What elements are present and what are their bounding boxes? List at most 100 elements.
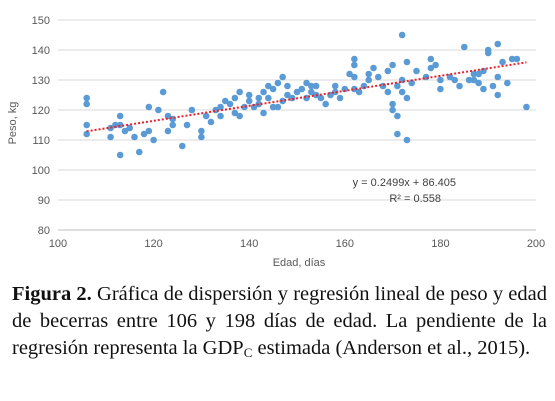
data-point [265, 82, 272, 90]
data-point [183, 121, 191, 129]
data-point [484, 49, 492, 57]
data-point [351, 73, 358, 81]
data-point [398, 31, 406, 39]
data-point [236, 112, 243, 120]
data-point [303, 79, 310, 87]
data-point [217, 112, 224, 120]
data-point [155, 106, 162, 114]
data-point [389, 100, 396, 108]
data-point [398, 88, 406, 96]
data-point [284, 91, 291, 99]
data-point [317, 94, 325, 102]
data-point [250, 103, 258, 111]
y-tick-label: 120 [32, 105, 50, 117]
data-point [140, 130, 148, 138]
data-point [107, 133, 114, 141]
data-point [279, 73, 286, 81]
data-point [298, 85, 306, 93]
data-point [121, 127, 129, 135]
data-point [384, 67, 392, 75]
data-point [255, 100, 263, 108]
data-point [265, 94, 272, 102]
data-point [456, 82, 463, 90]
data-point [494, 73, 502, 81]
data-point [308, 82, 315, 90]
gridlines [58, 19, 536, 231]
data-point [341, 85, 349, 93]
r-squared-label: R² = 0.558 [389, 193, 441, 205]
y-tick-label: 110 [32, 135, 50, 147]
data-point [83, 94, 90, 102]
data-point [427, 64, 435, 72]
figure-caption: Figura 2. Gráfica de dispersión y regres… [12, 281, 547, 362]
caption-label: Figura 2. [12, 283, 92, 305]
data-point [523, 103, 530, 111]
data-point [437, 85, 444, 93]
data-point [355, 88, 363, 96]
caption-text: Gráfica de dispersión y regresión lineal… [12, 283, 547, 359]
data-point [131, 133, 138, 141]
data-point [489, 82, 497, 90]
data-point [403, 58, 411, 66]
data-point [360, 82, 368, 90]
x-tick-label: 120 [144, 238, 162, 250]
data-point [365, 76, 373, 84]
data-point [269, 85, 277, 93]
data-point [164, 127, 172, 135]
data-point [470, 76, 478, 84]
data-point [135, 148, 143, 156]
data-point [470, 70, 478, 78]
data-point [231, 94, 239, 102]
data-point [403, 94, 411, 102]
x-tick-label: 160 [336, 238, 354, 250]
data-point [465, 76, 473, 84]
data-point [389, 106, 396, 114]
data-point [145, 103, 153, 111]
data-point [150, 136, 157, 144]
data-point [260, 88, 267, 96]
data-point [198, 133, 205, 141]
data-point [159, 88, 167, 96]
data-point [394, 82, 401, 90]
data-point [112, 121, 119, 129]
data-point [331, 82, 339, 90]
data-point [480, 85, 487, 93]
data-point [374, 73, 382, 81]
x-tick-label: 100 [49, 238, 67, 250]
data-point [188, 106, 196, 114]
data-point [231, 109, 239, 117]
data-point [513, 55, 521, 63]
x-tick-label: 180 [431, 238, 449, 250]
data-point [222, 97, 229, 105]
data-point [269, 103, 277, 111]
data-point [226, 100, 234, 108]
x-tick-label: 140 [240, 238, 258, 250]
data-point [116, 151, 124, 159]
data-point [351, 55, 358, 63]
y-tick-label: 140 [32, 45, 50, 57]
data-point [274, 79, 282, 87]
data-point [461, 43, 468, 51]
data-point [351, 61, 358, 69]
data-point [394, 112, 401, 120]
data-point [202, 112, 210, 120]
data-point [389, 61, 396, 69]
data-point [403, 136, 411, 144]
scatter-chart: 80 90 100 110 120 130 140 150 100 120 140 160 180 20… [7, 15, 545, 269]
y-tick-label: 100 [32, 165, 50, 177]
data-point [370, 64, 377, 72]
y-tick-labels: 80 90 100 110 120 130 140 150 [32, 15, 50, 237]
data-point [284, 82, 291, 90]
data-point [178, 142, 186, 150]
data-point [494, 91, 502, 99]
data-point [346, 70, 353, 78]
data-point [508, 55, 516, 63]
data-point [245, 97, 253, 105]
data-point [408, 79, 416, 87]
data-point [351, 85, 358, 93]
caption-text-end: estimada (Anderson et al., 2015). [257, 337, 531, 359]
x-tick-label: 200 [527, 238, 545, 250]
data-point [145, 127, 153, 135]
data-point [437, 76, 444, 84]
data-point [116, 112, 124, 120]
